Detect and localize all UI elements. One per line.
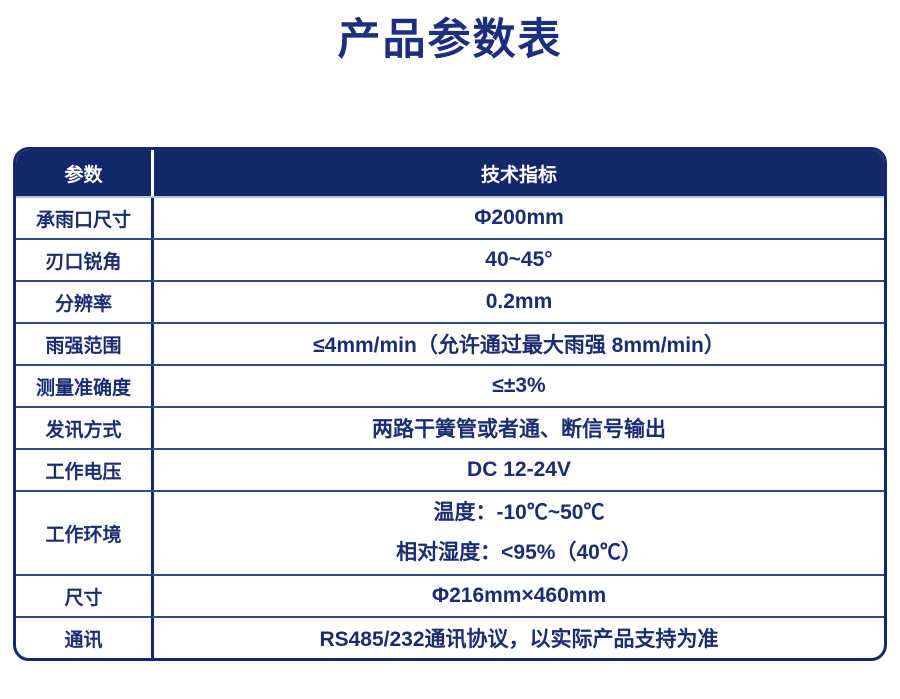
- row-value: Φ200mm: [474, 206, 564, 230]
- row-param-label: 刃口锐角: [16, 240, 154, 281]
- table-row: 通讯 RS485/232通讯协议，以实际产品支持为准: [16, 616, 884, 659]
- table-row: 分辨率 0.2mm: [16, 280, 884, 323]
- page-title: 产品参数表: [337, 16, 563, 64]
- table-row: 承雨口尺寸 Φ200mm: [16, 196, 884, 239]
- row-param-label: 雨强范围: [16, 324, 154, 365]
- spec-table: 参数 技术指标 承雨口尺寸 Φ200mm 刃口锐角 40~45° 分辨率 0.2…: [13, 147, 887, 662]
- row-param-label: 测量准确度: [16, 366, 154, 407]
- header-cell-value: 技术指标: [480, 164, 557, 186]
- row-value: ≤±3%: [492, 374, 546, 398]
- row-value-line-2: 相对湿度：<95%（40℃）: [396, 541, 642, 565]
- row-value: RS485/232通讯协议，以实际产品支持为准: [319, 628, 719, 652]
- row-value: 两路干簧管或者通、断信号输出: [372, 418, 666, 442]
- row-param-label: 尺寸: [16, 576, 154, 617]
- table-header-row: 参数 技术指标: [16, 150, 884, 197]
- row-value: ≤4mm/min（允许通过最大雨强 8mm/min）: [313, 334, 725, 358]
- row-param-label: 承雨口尺寸: [16, 198, 154, 239]
- row-param-label: 工作环境: [16, 492, 154, 575]
- table-row: 雨强范围 ≤4mm/min（允许通过最大雨强 8mm/min）: [16, 322, 884, 365]
- row-value: DC 12-24V: [467, 458, 571, 482]
- row-param-label: 发讯方式: [16, 408, 154, 449]
- table-row: 尺寸 Φ216mm×460mm: [16, 574, 884, 617]
- row-value-line-1: 温度：-10℃~50℃: [433, 501, 605, 525]
- table-row: 发讯方式 两路干簧管或者通、断信号输出: [16, 406, 884, 449]
- row-param-label: 通讯: [16, 618, 154, 659]
- header-cell-param: 参数: [16, 150, 154, 197]
- table-row: 测量准确度 ≤±3%: [16, 364, 884, 407]
- table-row: 工作环境 温度：-10℃~50℃ 相对湿度：<95%（40℃）: [16, 490, 884, 575]
- table-row: 工作电压 DC 12-24V: [16, 448, 884, 491]
- row-value: 40~45°: [485, 248, 553, 272]
- row-value: Φ216mm×460mm: [431, 584, 607, 608]
- table-row: 刃口锐角 40~45°: [16, 238, 884, 281]
- row-value: 0.2mm: [485, 290, 553, 314]
- row-param-label: 分辨率: [16, 282, 154, 323]
- row-param-label: 工作电压: [16, 450, 154, 491]
- row-value: 温度：-10℃~50℃ 相对湿度：<95%（40℃）: [154, 492, 884, 574]
